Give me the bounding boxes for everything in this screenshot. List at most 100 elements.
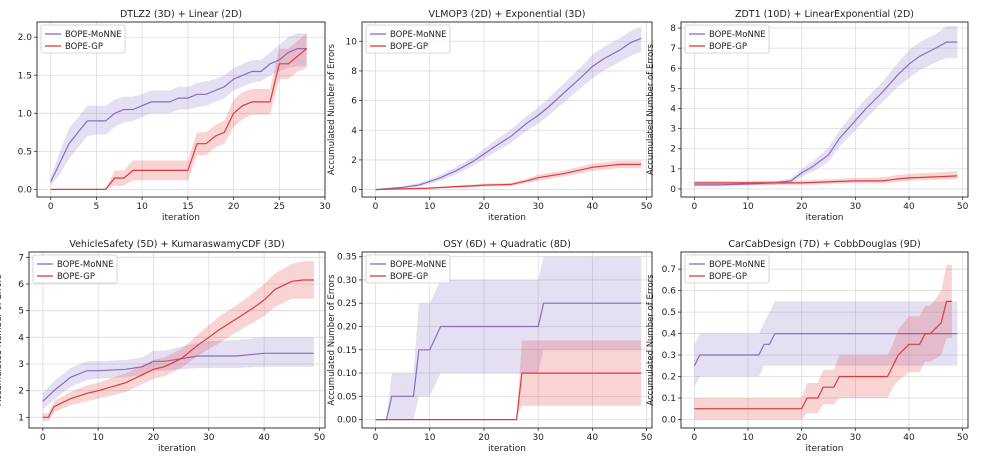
x-tick-label: 0 bbox=[692, 202, 698, 212]
y-axis-label: Accumulated Number of Errors bbox=[327, 43, 337, 175]
chart-panel: VehicleSafety (5D) + KumaraswamyCDF (3D)… bbox=[0, 239, 325, 454]
x-tick-label: 20 bbox=[478, 433, 490, 443]
x-tick-label: 20 bbox=[478, 202, 490, 212]
y-tick-label: 4 bbox=[670, 104, 676, 114]
x-tick-label: 30 bbox=[203, 433, 215, 443]
x-tick-label: 0 bbox=[373, 202, 379, 212]
chart-title: ZDT1 (10D) + LinearExponential (2D) bbox=[735, 9, 914, 20]
y-tick-label: 6 bbox=[18, 280, 24, 290]
legend-box bbox=[684, 24, 770, 54]
x-tick-label: 20 bbox=[148, 433, 160, 443]
y-tick-label: 0.30 bbox=[337, 276, 357, 286]
y-tick-label: 5 bbox=[18, 307, 24, 317]
y-tick-label: 2 bbox=[670, 145, 676, 155]
legend-box bbox=[684, 254, 770, 284]
x-tick-label: 25 bbox=[274, 202, 285, 212]
chart-title: OSY (6D) + Quadratic (8D) bbox=[443, 239, 571, 250]
x-tick-label: 0 bbox=[373, 433, 379, 443]
series-line bbox=[50, 48, 308, 190]
x-tick-label: 30 bbox=[532, 433, 544, 443]
y-tick-label: 6 bbox=[351, 97, 357, 107]
x-axis-label: iteration bbox=[158, 444, 196, 454]
y-tick-label: 6 bbox=[670, 64, 676, 74]
x-tick-label: 30 bbox=[532, 202, 544, 212]
legend-label: BOPE-GP bbox=[390, 272, 428, 282]
chart-panel: CarCabDesign (7D) + CobbDouglas (9D) 0 10 2… bbox=[646, 239, 969, 454]
x-tick-label: 10 bbox=[742, 433, 754, 443]
x-tick-label: 50 bbox=[314, 433, 326, 443]
y-tick-label: 7 bbox=[18, 253, 24, 263]
x-tick-label: 20 bbox=[228, 202, 240, 212]
confidence-band bbox=[694, 264, 952, 420]
confidence-band bbox=[375, 160, 642, 190]
chart-title: DTLZ2 (3D) + Linear (2D) bbox=[120, 9, 242, 20]
x-tick-label: 15 bbox=[182, 202, 193, 212]
y-tick-label: 0.6 bbox=[662, 287, 677, 297]
y-tick-label: 5 bbox=[670, 84, 676, 94]
x-tick-label: 20 bbox=[796, 202, 808, 212]
y-tick-label: 0.05 bbox=[337, 392, 357, 402]
confidence-band bbox=[694, 26, 958, 187]
y-tick-label: 1 bbox=[670, 165, 676, 175]
y-tick-label: 3 bbox=[18, 360, 24, 370]
legend-label: BOPE-MoNNE bbox=[57, 260, 114, 270]
y-tick-label: 2 bbox=[351, 156, 357, 166]
x-tick-label: 50 bbox=[957, 202, 969, 212]
y-axis-label: Accumulated Number of Errors bbox=[0, 274, 4, 406]
y-tick-label: 0.25 bbox=[337, 299, 357, 309]
x-tick-label: 50 bbox=[641, 433, 653, 443]
y-tick-label: 7 bbox=[670, 44, 676, 54]
x-tick-label: 40 bbox=[903, 202, 915, 212]
legend-label: BOPE-MoNNE bbox=[390, 30, 447, 40]
legend-label: BOPE-GP bbox=[709, 272, 747, 282]
y-tick-label: 4 bbox=[351, 126, 357, 136]
legend-label: BOPE-GP bbox=[57, 272, 95, 282]
y-tick-label: 0.15 bbox=[337, 346, 357, 356]
series-line bbox=[375, 163, 642, 191]
y-tick-label: 1.0 bbox=[18, 109, 33, 119]
legend-box bbox=[32, 254, 118, 284]
y-tick-label: 1.5 bbox=[18, 71, 32, 81]
y-tick-label: 1 bbox=[18, 413, 24, 423]
x-tick-label: 30 bbox=[319, 202, 331, 212]
x-tick-label: 10 bbox=[424, 433, 436, 443]
y-tick-label: 0.3 bbox=[662, 351, 676, 361]
legend-box bbox=[365, 24, 451, 54]
y-tick-label: 0.7 bbox=[662, 265, 676, 275]
series-line bbox=[375, 372, 642, 421]
y-axis-label: Accumulated Number of Errors bbox=[646, 43, 656, 175]
y-tick-label: 0.0 bbox=[662, 415, 677, 425]
x-tick-label: 0 bbox=[40, 433, 46, 443]
confidence-band bbox=[694, 301, 958, 388]
confidence-band bbox=[50, 33, 307, 190]
chart-title: VLMOP3 (2D) + Exponential (3D) bbox=[428, 9, 585, 20]
x-axis-label: iteration bbox=[162, 213, 200, 223]
chart-panel: VLMOP3 (2D) + Exponential (3D)0 10 20 30 40 5… bbox=[327, 9, 653, 223]
y-tick-label: 10 bbox=[346, 37, 358, 47]
x-tick-label: 40 bbox=[587, 433, 599, 443]
series-line bbox=[693, 333, 958, 367]
x-axis-label: iteration bbox=[805, 213, 843, 223]
x-tick-label: 50 bbox=[641, 202, 653, 212]
y-tick-label: 0.4 bbox=[662, 330, 677, 340]
x-axis-label: iteration bbox=[488, 213, 526, 223]
y-tick-label: 0.1 bbox=[662, 394, 676, 404]
x-tick-label: 30 bbox=[850, 433, 862, 443]
series-line bbox=[375, 37, 642, 191]
chart-title: CarCabDesign (7D) + CobbDouglas (9D) bbox=[728, 239, 920, 250]
x-tick-label: 10 bbox=[742, 202, 754, 212]
y-tick-label: 4 bbox=[18, 333, 24, 343]
chart-title: VehicleSafety (5D) + KumaraswamyCDF (3D) bbox=[69, 239, 284, 250]
series-line bbox=[694, 175, 958, 184]
y-tick-label: 0.35 bbox=[337, 253, 357, 263]
y-axis-label: Accumulated Number of Errors bbox=[327, 274, 337, 406]
x-tick-label: 0 bbox=[692, 433, 698, 443]
x-tick-label: 5 bbox=[94, 202, 100, 212]
y-tick-label: 0 bbox=[670, 185, 676, 195]
y-tick-label: 2 bbox=[18, 387, 24, 397]
plot-frame bbox=[680, 251, 969, 429]
series-line bbox=[50, 47, 307, 183]
plot-frame bbox=[36, 21, 326, 198]
y-tick-label: 0.0 bbox=[18, 185, 33, 195]
